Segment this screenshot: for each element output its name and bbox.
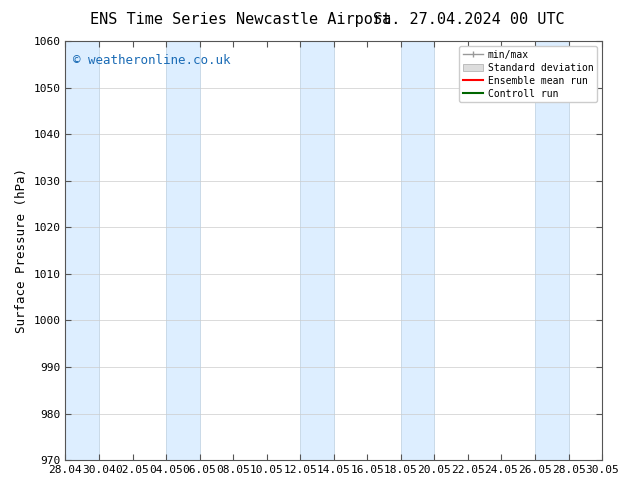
Bar xyxy=(535,41,569,460)
Bar xyxy=(166,41,200,460)
Bar xyxy=(301,41,333,460)
Text: ENS Time Series Newcastle Airport: ENS Time Series Newcastle Airport xyxy=(91,12,391,27)
Bar xyxy=(65,41,99,460)
Text: © weatheronline.co.uk: © weatheronline.co.uk xyxy=(74,53,231,67)
Legend: min/max, Standard deviation, Ensemble mean run, Controll run: min/max, Standard deviation, Ensemble me… xyxy=(460,46,597,102)
Bar xyxy=(401,41,434,460)
Text: Sa. 27.04.2024 00 UTC: Sa. 27.04.2024 00 UTC xyxy=(373,12,565,27)
Y-axis label: Surface Pressure (hPa): Surface Pressure (hPa) xyxy=(15,168,28,333)
